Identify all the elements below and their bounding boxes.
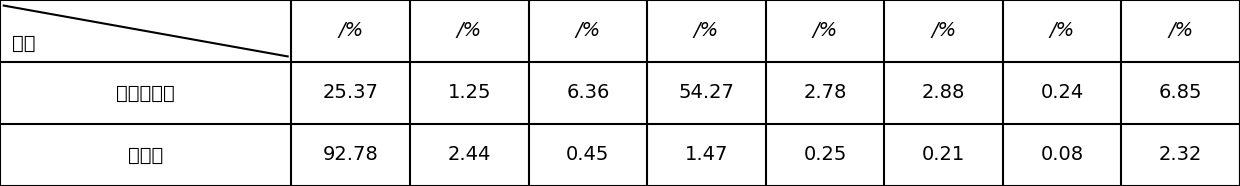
Text: 0.08: 0.08	[1040, 145, 1084, 164]
Text: 原料: 原料	[12, 34, 36, 53]
Text: 6.85: 6.85	[1159, 84, 1203, 102]
Text: /%: /%	[456, 22, 482, 41]
Text: 烧结法赤泥: 烧结法赤泥	[117, 84, 175, 102]
Text: 1.47: 1.47	[684, 145, 728, 164]
Text: /%: /%	[931, 22, 956, 41]
Text: 1.25: 1.25	[448, 84, 491, 102]
Text: /%: /%	[575, 22, 600, 41]
Text: /%: /%	[812, 22, 837, 41]
Text: 2.88: 2.88	[921, 84, 965, 102]
Text: 2.44: 2.44	[448, 145, 491, 164]
Text: 0.24: 0.24	[1040, 84, 1084, 102]
Text: 2.78: 2.78	[804, 84, 847, 102]
Text: /%: /%	[694, 22, 719, 41]
Text: 石英砂: 石英砂	[128, 145, 164, 164]
Text: /%: /%	[1168, 22, 1193, 41]
Text: 6.36: 6.36	[567, 84, 610, 102]
Text: /%: /%	[1049, 22, 1075, 41]
Text: /%: /%	[339, 22, 363, 41]
Text: 25.37: 25.37	[322, 84, 378, 102]
Text: 54.27: 54.27	[678, 84, 734, 102]
Text: 0.25: 0.25	[804, 145, 847, 164]
Text: 0.21: 0.21	[921, 145, 965, 164]
Text: 92.78: 92.78	[322, 145, 378, 164]
Text: 2.32: 2.32	[1159, 145, 1203, 164]
Text: 0.45: 0.45	[567, 145, 610, 164]
